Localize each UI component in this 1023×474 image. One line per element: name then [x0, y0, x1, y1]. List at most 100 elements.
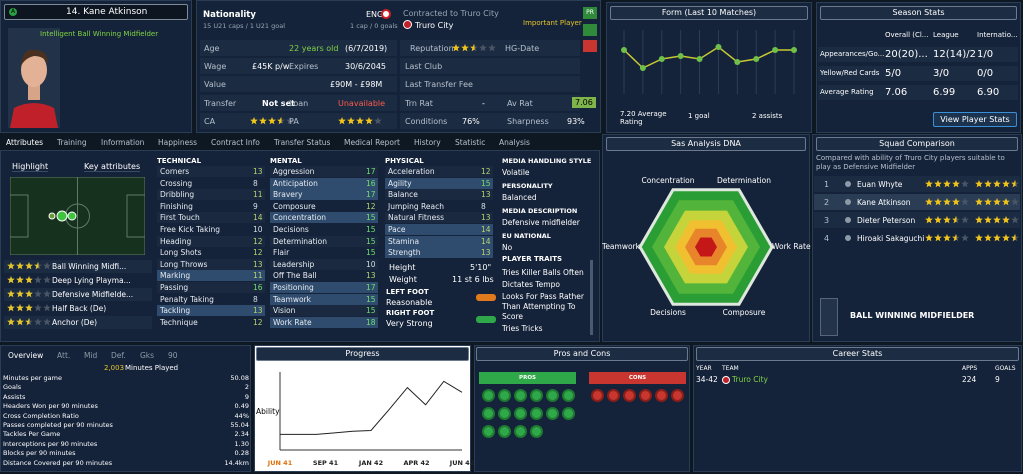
star [16, 276, 24, 284]
attribute-row [270, 247, 378, 259]
star-empty [961, 234, 969, 242]
form-point [791, 47, 797, 53]
club-badge [403, 20, 412, 29]
tab[interactable]: Happiness [158, 138, 198, 147]
form-point [734, 59, 741, 65]
row-bg [200, 40, 397, 56]
con-icon [607, 389, 620, 402]
tab[interactable]: Analysis [499, 138, 530, 147]
star [7, 318, 15, 326]
stat-value: 44% [234, 411, 249, 420]
tab[interactable]: Information [101, 138, 145, 147]
label: Wage [204, 62, 227, 71]
stat-label: Goals [3, 383, 22, 392]
pro-icon [498, 389, 511, 402]
star [984, 216, 992, 224]
star-fill [7, 304, 33, 312]
attribute-row [157, 177, 265, 189]
progress-line [280, 380, 463, 435]
attribute-row [270, 166, 378, 177]
star-empty [1011, 198, 1019, 206]
attribute-value: 11 [253, 190, 263, 200]
attribute-row [385, 212, 493, 224]
position-dot [48, 212, 56, 220]
pro-icon [482, 425, 495, 438]
star-rating [925, 216, 969, 224]
attribute-name: Bravery [273, 190, 303, 200]
star-rating [975, 180, 1019, 188]
attribute-name: Free Kick Taking [160, 225, 221, 234]
tab[interactable]: History [414, 138, 441, 147]
column-header: APPS [962, 365, 978, 372]
attribute-name: Balance [388, 190, 418, 200]
star [1002, 180, 1010, 188]
tab[interactable]: Mid [84, 351, 98, 360]
x-tick-label: JAN 42 [358, 459, 384, 467]
dropdown[interactable]: Key attributes [84, 162, 141, 172]
tab[interactable]: Transfer Status [274, 138, 331, 147]
value: 5'10" [470, 263, 492, 272]
attribute-name: Acceleration [388, 167, 435, 176]
role-row [4, 302, 152, 315]
row-bg [400, 76, 580, 92]
x-tick-label: JUN 42 [449, 459, 475, 467]
star [7, 276, 15, 284]
squad-row [814, 194, 1020, 210]
tab[interactable]: Medical Report [344, 138, 400, 147]
star-fill [250, 117, 282, 125]
role-name: Deep Lying Playma... [52, 276, 131, 285]
attribute-value: 12 [481, 167, 491, 176]
row-bg [400, 113, 580, 129]
label: Nationality [203, 10, 256, 20]
row-bg [400, 58, 580, 74]
dna-label: Work Rate [772, 242, 811, 251]
dropdown[interactable]: Highlight [12, 162, 49, 172]
star [943, 234, 951, 242]
panel-header: Sas Analysis DNA [606, 137, 806, 151]
cell: 1/0 [977, 49, 994, 60]
star [943, 216, 951, 224]
player-name: Hiroaki Sakaguchi [857, 234, 925, 243]
view-stats-button[interactable]: View Player Stats [933, 112, 1017, 127]
attribute-name: Strength [388, 248, 421, 258]
player-name: Kane Atkinson [857, 198, 911, 207]
label: CA [204, 117, 216, 126]
label: Expires [289, 62, 319, 71]
form-line [623, 46, 794, 69]
star [984, 234, 992, 242]
tab[interactable]: Statistic [455, 138, 486, 147]
star-fill [975, 216, 1010, 224]
star-fill [7, 318, 30, 326]
media-text: Volatile [502, 168, 530, 177]
tab[interactable]: Overview [8, 351, 44, 360]
stat-label: Interceptions per 90 minutes [3, 439, 98, 448]
star-fill [7, 290, 33, 298]
star-empty [43, 262, 51, 270]
tab[interactable]: Gks [140, 351, 155, 360]
cell: 34-42 [696, 375, 718, 384]
button[interactable] [583, 24, 597, 36]
attribute-name: Natural Fitness [388, 213, 445, 223]
tab[interactable]: Def. [111, 351, 126, 360]
pro-icon [546, 407, 559, 420]
star-empty [286, 117, 294, 125]
row-bg [818, 66, 1018, 81]
pr-button[interactable]: PR [583, 7, 597, 19]
value: Reasonable [386, 298, 433, 307]
pro-icon [562, 389, 575, 402]
club: Truro City [415, 21, 454, 30]
tab[interactable]: Training [57, 138, 87, 147]
position-dot [67, 211, 77, 221]
attribute-value: 18 [366, 317, 376, 327]
tab[interactable]: Attributes [6, 138, 44, 147]
tab[interactable]: Contract Info [211, 138, 260, 147]
star-rating [7, 318, 51, 326]
tab[interactable]: Att. [57, 351, 71, 360]
button[interactable] [583, 40, 597, 52]
attribute-name: Determination [273, 236, 328, 246]
tab[interactable]: 90 [168, 351, 178, 360]
attribute-name: Long Throws [160, 259, 208, 269]
star [952, 234, 957, 242]
career-panel [693, 345, 1022, 472]
star-fill [925, 234, 957, 242]
